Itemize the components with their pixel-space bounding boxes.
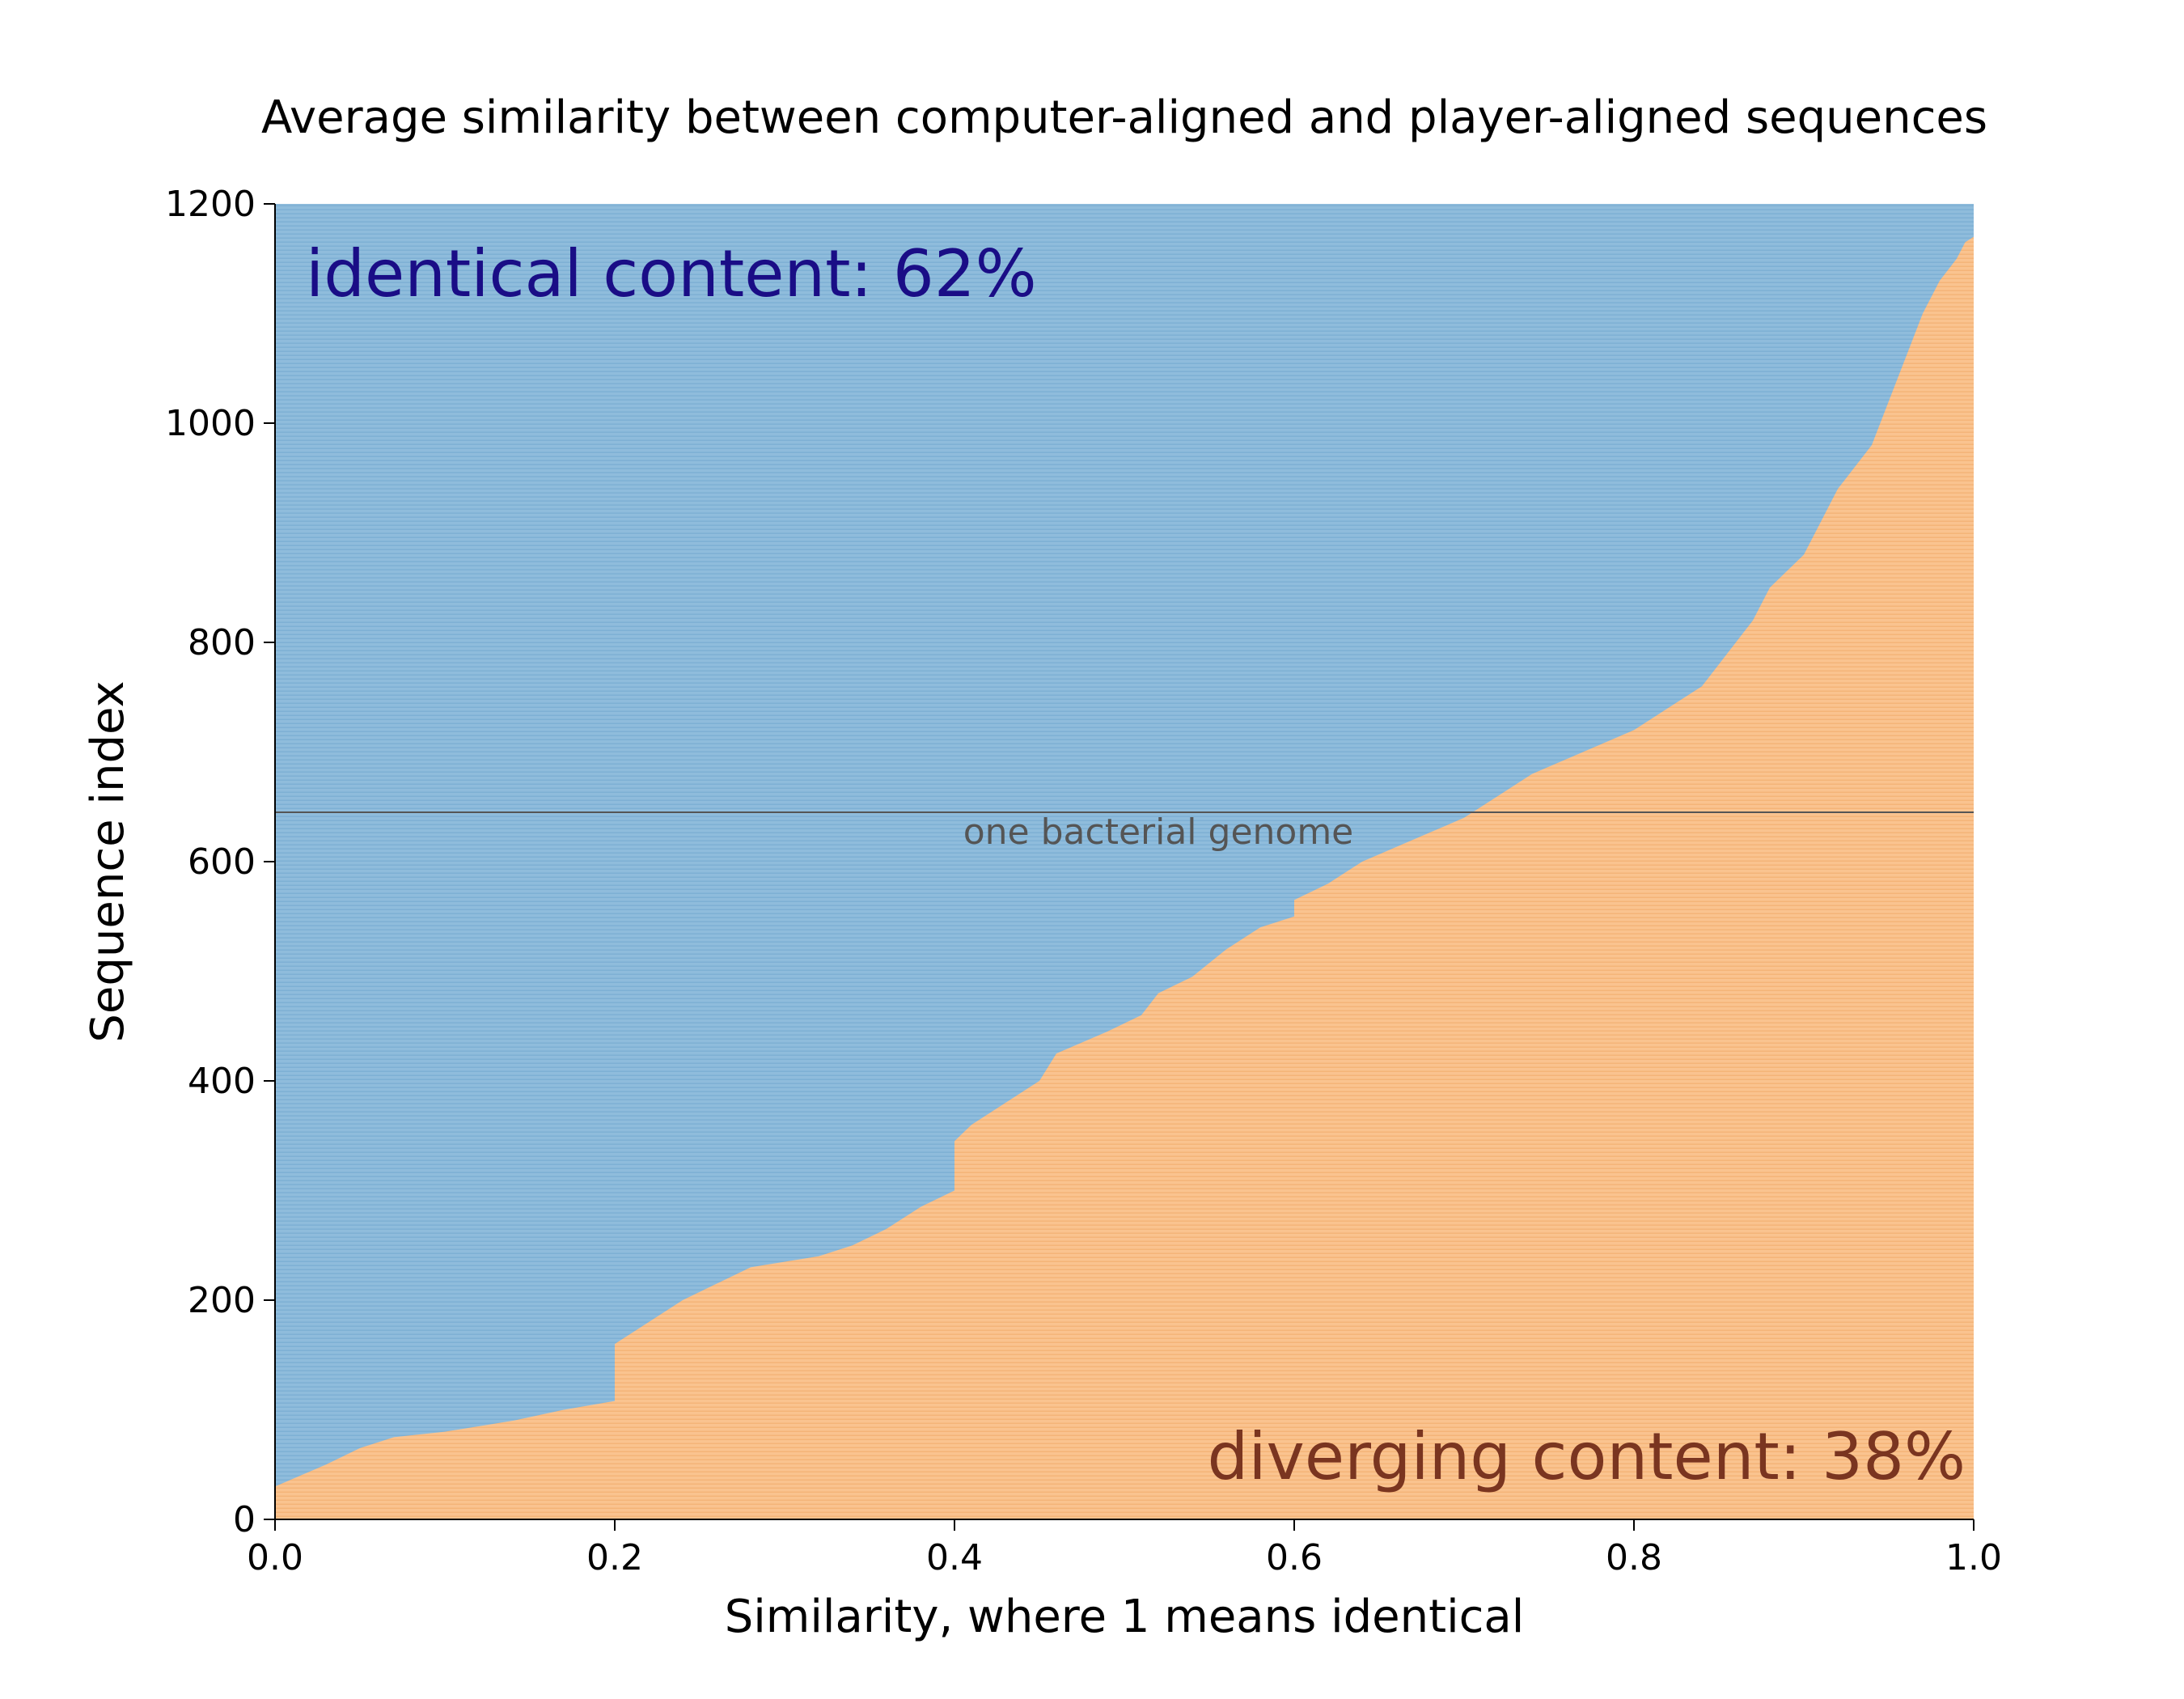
y-ticks: 0 200 400 600 800 1000 1200 bbox=[165, 184, 275, 1540]
x-axis-label: Similarity, where 1 means identical bbox=[725, 1591, 1525, 1643]
y-tick-label: 800 bbox=[188, 622, 256, 663]
x-tick-label: 0.4 bbox=[926, 1537, 983, 1578]
x-tick-label: 0.2 bbox=[586, 1537, 643, 1578]
bacterial-genome-label: one bacterial genome bbox=[963, 811, 1354, 853]
y-axis-label: Sequence index bbox=[82, 680, 134, 1042]
diverging-content-label: diverging content: 38% bbox=[1208, 1419, 1966, 1494]
x-tick-label: 1.0 bbox=[1945, 1537, 2002, 1578]
y-tick-label: 1000 bbox=[165, 403, 256, 444]
identical-content-label: identical content: 62% bbox=[306, 236, 1037, 311]
y-tick-label: 200 bbox=[188, 1280, 256, 1321]
y-tick-label: 1200 bbox=[165, 184, 256, 225]
chart-title: Average similarity between computer-alig… bbox=[261, 91, 1987, 144]
y-tick-label: 0 bbox=[233, 1499, 256, 1540]
y-tick-label: 400 bbox=[188, 1061, 256, 1102]
x-tick-label: 0.6 bbox=[1266, 1537, 1323, 1578]
plot-area: one bacterial genome identical content: … bbox=[275, 204, 1974, 1519]
y-tick-label: 600 bbox=[188, 841, 256, 883]
axes: 0.0 0.2 0.4 0.6 0.8 1.0 0 200 400 600 800 1000 1200 bbox=[165, 184, 2002, 1578]
diverging-content-area bbox=[275, 236, 1974, 1519]
x-tick-label: 0.8 bbox=[1606, 1537, 1662, 1578]
x-tick-label: 0.0 bbox=[247, 1537, 303, 1578]
x-ticks: 0.0 0.2 0.4 0.6 0.8 1.0 bbox=[247, 1519, 2002, 1578]
